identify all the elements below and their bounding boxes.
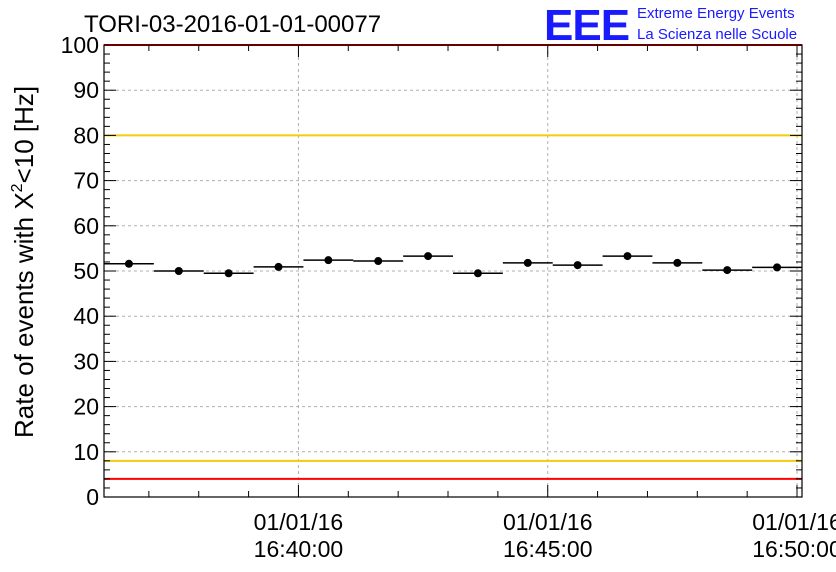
data-point xyxy=(124,259,133,268)
y-tick-label: 30 xyxy=(73,348,99,374)
data-point xyxy=(523,258,532,267)
y-tick-label: 100 xyxy=(61,32,99,58)
y-tick-label: 60 xyxy=(73,213,99,239)
data-point xyxy=(723,266,732,275)
y-tick-label: 90 xyxy=(73,77,99,103)
reference-lines xyxy=(104,44,802,480)
x-tick-date: 01/01/16 xyxy=(254,509,344,535)
logo-line-2: La Scienza nelle Scuole xyxy=(637,26,797,43)
run-title: TORI-03-2016-01-01-00077 xyxy=(84,11,381,38)
data-point xyxy=(374,257,383,266)
data-point xyxy=(324,256,333,265)
y-axis-label: Rate of events with X2<10 [Hz] xyxy=(9,86,39,438)
data-series xyxy=(104,252,802,278)
data-point xyxy=(274,262,283,271)
y-tick-label: 80 xyxy=(73,122,99,148)
y-axis-label-rest: <10 [Hz] xyxy=(9,86,39,184)
x-tick-time: 16:50:00 xyxy=(752,536,836,562)
x-tick-time: 16:40:00 xyxy=(254,536,344,562)
x-tick-time: 16:45:00 xyxy=(503,536,593,562)
data-point xyxy=(673,258,682,267)
logo-line-1: Extreme Energy Events xyxy=(637,5,795,22)
y-axis-label-base: Rate of events with X xyxy=(9,192,39,438)
y-tick-label: 20 xyxy=(73,394,99,420)
data-point xyxy=(473,269,482,278)
x-tick-date: 01/01/16 xyxy=(752,509,836,535)
y-axis-label-sup: 2 xyxy=(9,183,26,192)
y-tick-label: 40 xyxy=(73,303,99,329)
data-point xyxy=(623,252,632,261)
grid-lines xyxy=(104,45,802,497)
y-tick-label: 70 xyxy=(73,168,99,194)
y-tick-label: 0 xyxy=(86,484,99,510)
x-tick-date: 01/01/16 xyxy=(503,509,593,535)
data-point xyxy=(424,252,433,261)
tick-labels: 010203040506070809010001/01/1616:40:0001… xyxy=(61,32,836,562)
axis-ticks xyxy=(104,44,802,498)
y-tick-label: 50 xyxy=(73,258,99,284)
y-tick-label: 10 xyxy=(73,439,99,465)
eee-logo-text: EEE xyxy=(544,1,629,50)
data-point xyxy=(174,267,183,275)
data-point xyxy=(773,263,782,272)
data-point xyxy=(224,269,233,278)
eee-logo: EEE Extreme Energy Events La Scienza nel… xyxy=(544,1,797,50)
data-point xyxy=(573,261,582,270)
